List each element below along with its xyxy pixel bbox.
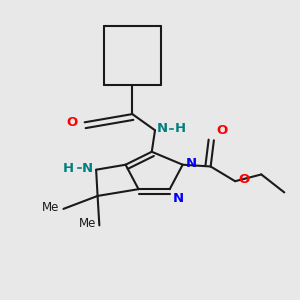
Text: N: N [173, 192, 184, 205]
Text: N: N [82, 162, 93, 175]
Text: N: N [157, 122, 168, 135]
Text: Me: Me [42, 201, 59, 214]
Text: H: H [63, 162, 74, 175]
Text: O: O [66, 116, 77, 129]
Text: Me: Me [79, 218, 96, 230]
Text: N: N [186, 157, 197, 170]
Text: O: O [217, 124, 228, 137]
Text: O: O [238, 173, 249, 186]
Text: H: H [175, 122, 186, 135]
